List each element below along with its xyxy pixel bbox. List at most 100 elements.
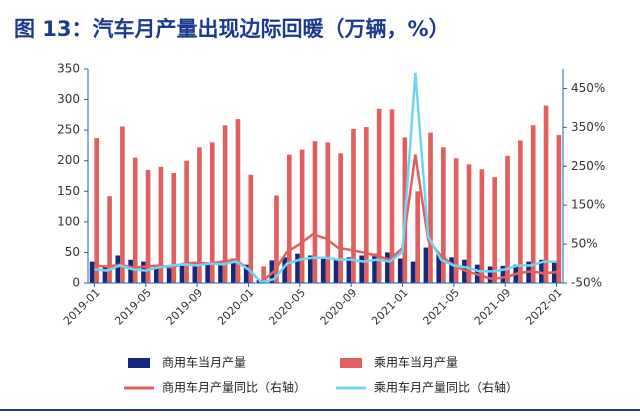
bar (505, 155, 510, 283)
legend-label: 乘用车月产量同比（右轴） (374, 380, 518, 395)
x-tick-label: 2020-09 (318, 286, 360, 328)
y-tick-label: 100 (57, 214, 80, 228)
line (94, 154, 557, 284)
y-tick-label: 250 (57, 123, 80, 137)
bar (312, 141, 318, 283)
bar (415, 191, 420, 283)
bar (436, 253, 442, 283)
bar (231, 258, 236, 283)
bar (107, 196, 112, 283)
bar (372, 253, 377, 283)
bar (325, 142, 331, 283)
chart-title: 图 13：汽车月产量出现边际回暖（万辆，%） (14, 17, 450, 41)
x-tick-label: 2020-01 (215, 286, 257, 328)
bar (158, 166, 164, 283)
bar (376, 108, 382, 283)
legend-swatch (128, 358, 150, 368)
legend-swatch (340, 358, 362, 368)
bar (479, 169, 485, 283)
bar (359, 255, 365, 283)
y-tick-label: 150 (57, 184, 80, 198)
y2-tick-label: 150% (571, 198, 605, 212)
bar (179, 265, 185, 283)
bar (171, 172, 177, 283)
bar (141, 261, 146, 283)
y2-tick-label: 350% (571, 120, 605, 134)
bar (192, 264, 198, 283)
bar (243, 264, 249, 283)
bar (539, 259, 544, 283)
y2-tick-label: 450% (571, 81, 605, 95)
legend-label: 乘用车当月产量 (374, 355, 458, 370)
bar (299, 149, 305, 283)
bar (492, 177, 498, 283)
bar (556, 135, 562, 283)
y-tick-label: 300 (57, 92, 80, 106)
legend-label: 商用车当月产量 (162, 355, 246, 370)
bar (145, 169, 151, 283)
y2-tick-label: -50% (571, 276, 602, 290)
legend-label: 商用车月产量同比（右轴） (162, 380, 306, 395)
bar (351, 128, 356, 283)
bar (346, 257, 352, 283)
bar (282, 257, 287, 283)
bar (308, 255, 313, 283)
bar (128, 259, 133, 283)
bar (197, 147, 202, 283)
x-tick-label: 2022-01 (523, 286, 565, 328)
x-tick-label: 2020-05 (266, 286, 308, 328)
bar (441, 147, 446, 283)
bar (518, 140, 523, 283)
bar (410, 261, 416, 283)
y-tick-label: 50 (65, 245, 80, 259)
x-tick-label: 2019-09 (164, 286, 206, 328)
x-tick-label: 2021-09 (472, 286, 514, 328)
bar (132, 157, 138, 283)
bar (543, 105, 549, 283)
x-tick-label: 2019-01 (61, 286, 103, 328)
bar (487, 266, 493, 283)
bar (261, 266, 266, 283)
y-tick-label: 350 (57, 62, 80, 76)
bar (94, 138, 100, 283)
bar (449, 257, 454, 283)
bar (205, 263, 210, 283)
bar (500, 265, 506, 283)
bar (389, 109, 395, 284)
bar (364, 127, 369, 283)
y-tick-label: 200 (57, 153, 80, 167)
bar (218, 261, 223, 283)
x-tick-label: 2021-01 (369, 286, 411, 328)
bar (102, 265, 108, 283)
bar (166, 265, 172, 283)
bar (466, 164, 472, 283)
bar (89, 261, 95, 283)
line (94, 72, 557, 284)
x-tick-label: 2021-05 (420, 286, 462, 328)
bar (274, 195, 279, 283)
bar (184, 160, 189, 283)
bar (115, 255, 121, 283)
bar (423, 247, 429, 283)
bar (453, 158, 459, 283)
y-tick-label: 0 (72, 276, 80, 290)
bar (320, 258, 326, 283)
bar (286, 154, 292, 283)
x-tick-label: 2019-05 (112, 286, 154, 328)
bar (120, 126, 125, 283)
bar (153, 264, 159, 283)
bar (338, 153, 343, 283)
y2-tick-label: 250% (571, 159, 605, 173)
y2-tick-label: 50% (571, 237, 598, 251)
bar (235, 119, 241, 283)
bar (248, 174, 254, 283)
bar (222, 125, 228, 283)
bar (333, 259, 339, 283)
bar (385, 252, 390, 283)
bar (428, 132, 433, 283)
bar (295, 253, 300, 283)
bar (209, 142, 215, 283)
bar (397, 258, 403, 283)
bar (530, 125, 536, 283)
